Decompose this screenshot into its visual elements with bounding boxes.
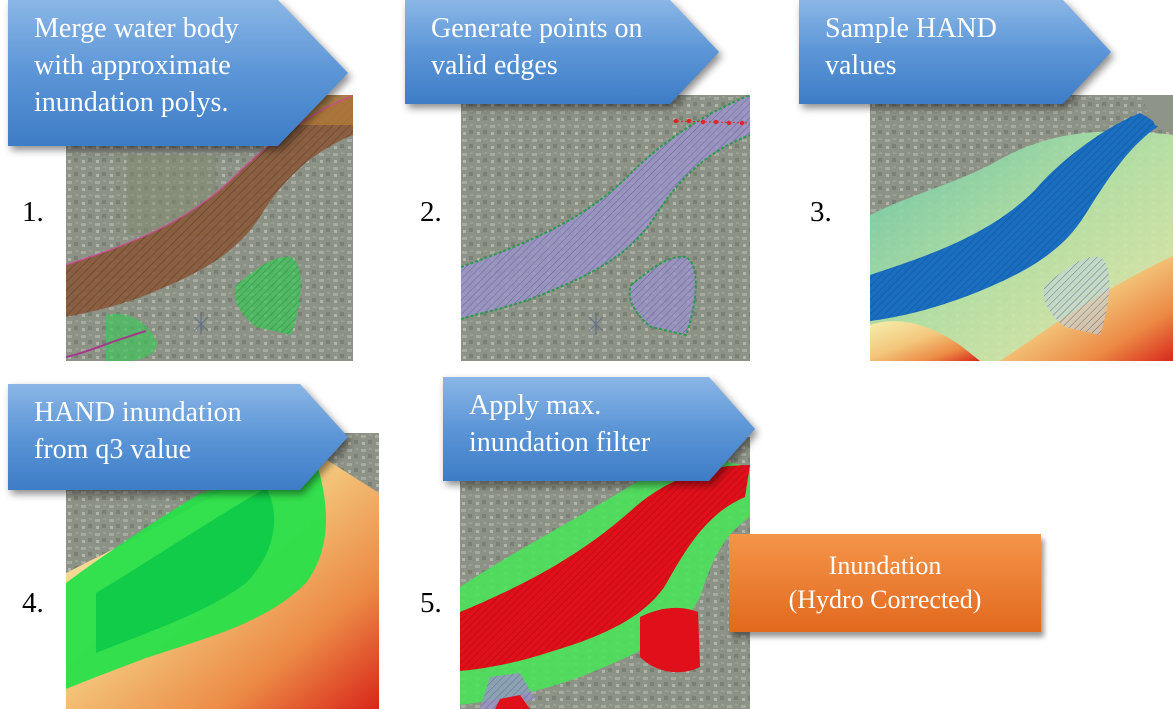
map-panel-1 bbox=[66, 95, 353, 361]
step-label-2-line-2: valid edges bbox=[431, 50, 558, 81]
step-label-3-line-1: Sample HAND bbox=[825, 13, 997, 44]
step-label-5-line-2: inundation filter bbox=[469, 427, 651, 458]
step-label-4-line-1: HAND inundation bbox=[34, 397, 242, 428]
step-label-1-line-3: inundation polys. bbox=[34, 87, 229, 118]
step-callout-2: Generate points on valid edges bbox=[405, 0, 719, 104]
step-number-4: 4. bbox=[22, 587, 44, 619]
step-callout-4: HAND inundation from q3 value bbox=[8, 384, 348, 490]
step-callout-3: Sample HAND values bbox=[799, 0, 1111, 104]
step-callout-5: Apply max. inundation filter bbox=[443, 377, 755, 481]
step-label-1-line-2: with approximate bbox=[34, 50, 231, 81]
step-callout-1: Merge water body with approximate inunda… bbox=[8, 0, 348, 146]
map-panel-5 bbox=[460, 437, 750, 709]
step-number-5: 5. bbox=[420, 587, 442, 619]
result-label-line-1: Inundation bbox=[828, 551, 942, 580]
step-number-1: 1. bbox=[22, 196, 44, 228]
result-label-line-2: (Hydro Corrected) bbox=[788, 585, 982, 614]
map-panel-2 bbox=[461, 95, 750, 361]
step-label-4-line-2: from q3 value bbox=[34, 434, 192, 465]
step-number-2: 2. bbox=[420, 196, 442, 228]
result-box: Inundation (Hydro Corrected) bbox=[729, 534, 1041, 632]
step-label-5-line-1: Apply max. bbox=[469, 390, 602, 421]
step-label-3-line-2: values bbox=[825, 50, 897, 81]
step-label-2-line-1: Generate points on bbox=[431, 13, 643, 44]
map-panel-3 bbox=[870, 95, 1173, 361]
step-number-3: 3. bbox=[810, 196, 832, 228]
step-label-1-line-1: Merge water body bbox=[34, 13, 239, 44]
